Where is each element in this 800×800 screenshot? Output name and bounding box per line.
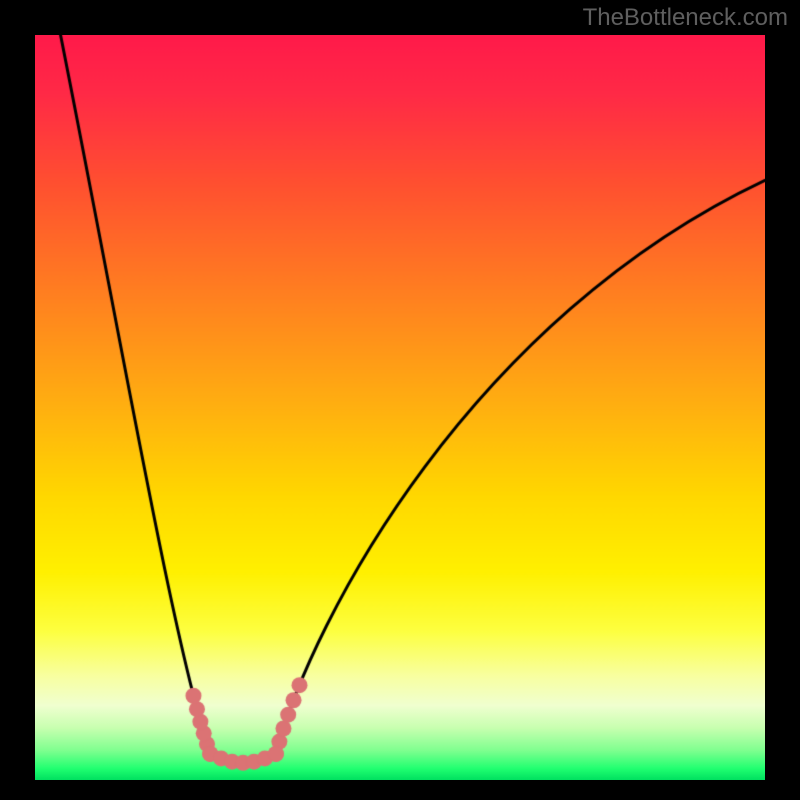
plot-area — [35, 35, 765, 780]
chart-container: TheBottleneck.com — [0, 0, 800, 800]
v-curve — [35, 35, 765, 780]
watermark-text: TheBottleneck.com — [583, 4, 788, 32]
